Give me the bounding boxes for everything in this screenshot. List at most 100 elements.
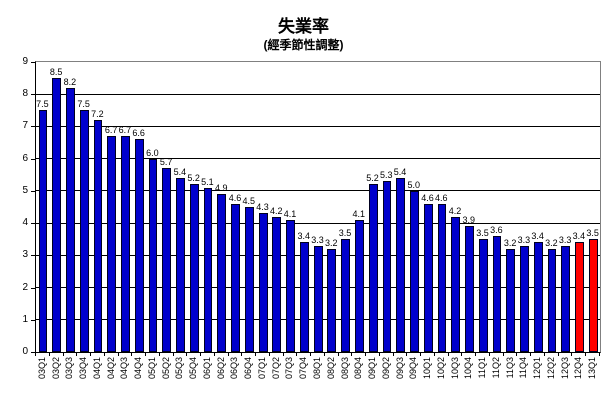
x-axis-tick bbox=[337, 352, 339, 356]
bar-value-label: 5.1 bbox=[201, 176, 214, 187]
x-axis-category-label: 09Q2 bbox=[380, 357, 391, 380]
x-axis-category-label: 11Q3 bbox=[504, 357, 515, 379]
bar-value-label: 4.6 bbox=[435, 192, 448, 203]
bar bbox=[396, 178, 406, 352]
x-axis-tick bbox=[420, 352, 422, 356]
x-axis-category-label: 06Q3 bbox=[229, 357, 240, 380]
bar bbox=[465, 226, 474, 352]
bar bbox=[547, 248, 557, 352]
bar bbox=[93, 120, 103, 352]
x-axis-category-label: 11Q2 bbox=[490, 357, 501, 379]
x-axis-category-label: 06Q1 bbox=[201, 357, 212, 380]
y-axis-tick bbox=[31, 126, 35, 128]
x-axis-category-label: 11Q4 bbox=[518, 357, 529, 379]
bar bbox=[52, 78, 62, 352]
bar-value-label: 6.6 bbox=[132, 128, 145, 139]
x-axis-category-label: 09Q4 bbox=[408, 357, 419, 380]
bar bbox=[231, 203, 240, 352]
bar bbox=[506, 248, 516, 352]
bar-value-label: 6.7 bbox=[118, 125, 132, 136]
y-axis-tick-label: 6 bbox=[22, 152, 28, 164]
y-axis-tick bbox=[31, 287, 35, 289]
x-axis-category-label: 06Q4 bbox=[243, 357, 254, 380]
x-axis-tick bbox=[392, 352, 394, 356]
bar-value-label: 3.4 bbox=[297, 231, 310, 242]
bar bbox=[451, 216, 461, 352]
bar bbox=[244, 207, 254, 352]
x-axis-tick bbox=[585, 352, 587, 356]
bar-value-label: 4.6 bbox=[228, 192, 242, 203]
x-axis-tick bbox=[296, 352, 298, 356]
y-axis-tick-label: 5 bbox=[22, 184, 28, 196]
x-axis-category-label: 03Q4 bbox=[78, 357, 89, 380]
bar bbox=[478, 239, 488, 352]
bar bbox=[561, 245, 571, 352]
bar-value-label: 7.2 bbox=[91, 109, 104, 119]
x-axis-tick bbox=[447, 352, 449, 356]
x-axis-category-label: 03Q1 bbox=[36, 357, 47, 380]
x-axis-tick bbox=[365, 352, 367, 356]
x-axis-tick bbox=[310, 352, 312, 356]
x-axis-category-label: 12Q1 bbox=[532, 357, 543, 380]
x-axis-tick bbox=[475, 352, 477, 356]
bar-value-label: 4.3 bbox=[256, 202, 269, 213]
bar-value-label: 3.2 bbox=[503, 237, 517, 248]
gridline bbox=[36, 158, 600, 160]
x-axis-tick bbox=[406, 352, 408, 356]
gridline bbox=[36, 190, 600, 192]
bar bbox=[189, 184, 199, 352]
bar-value-label: 5.0 bbox=[407, 179, 421, 190]
bar bbox=[299, 242, 309, 352]
x-axis-category-label: 04Q4 bbox=[133, 357, 144, 380]
x-axis-tick bbox=[227, 352, 229, 356]
bar bbox=[203, 187, 213, 352]
x-axis-category-label: 05Q3 bbox=[174, 357, 185, 380]
x-axis-tick bbox=[378, 352, 380, 356]
x-axis-category-label: 10Q4 bbox=[463, 357, 474, 380]
gridline bbox=[36, 93, 600, 95]
bar bbox=[382, 181, 392, 352]
x-axis-category-label: 09Q3 bbox=[394, 357, 405, 380]
x-axis-category-label: 05Q2 bbox=[160, 357, 171, 380]
x-axis-tick bbox=[213, 352, 215, 356]
bar bbox=[313, 245, 323, 352]
bar bbox=[148, 158, 158, 352]
x-axis-category-label: 07Q4 bbox=[298, 357, 309, 380]
bar-value-label: 3.4 bbox=[531, 231, 544, 242]
x-axis-category-label: 05Q4 bbox=[188, 357, 199, 380]
x-axis-tick bbox=[516, 352, 518, 356]
bar bbox=[286, 219, 296, 352]
x-axis-category-label: 07Q3 bbox=[284, 357, 295, 380]
bar bbox=[176, 178, 185, 352]
bar-value-label: 5.4 bbox=[393, 167, 407, 177]
bar-value-label: 8.2 bbox=[63, 76, 77, 87]
bar bbox=[79, 110, 89, 352]
bar bbox=[217, 194, 227, 352]
x-axis-category-label: 09Q1 bbox=[367, 357, 378, 380]
bar-value-label: 3.2 bbox=[324, 237, 338, 248]
chart-subtitle: (經季節性調整) bbox=[263, 38, 344, 52]
bar-value-label: 3.3 bbox=[311, 234, 324, 245]
x-axis-category-label: 08Q3 bbox=[339, 357, 350, 380]
bar bbox=[134, 139, 144, 352]
x-axis-category-label: 10Q1 bbox=[422, 357, 433, 380]
x-axis-category-label: 12Q2 bbox=[545, 357, 556, 380]
x-axis-tick bbox=[461, 352, 463, 356]
x-axis-tick bbox=[268, 352, 270, 356]
y-axis-tick-label: 8 bbox=[22, 88, 28, 100]
bar bbox=[368, 184, 378, 352]
x-axis-category-label: 12Q4 bbox=[573, 357, 584, 380]
bar-value-label: 5.2 bbox=[366, 173, 379, 184]
y-axis-tick bbox=[31, 319, 35, 321]
x-axis-category-label: 04Q2 bbox=[105, 357, 116, 380]
y-axis-tick-label: 3 bbox=[22, 249, 28, 261]
bar bbox=[533, 242, 543, 352]
bar-value-label: 4.2 bbox=[448, 205, 462, 216]
y-axis-tick-label: 0 bbox=[22, 346, 28, 357]
x-axis-tick bbox=[255, 352, 257, 356]
x-axis-category-label: 08Q4 bbox=[353, 357, 364, 380]
y-axis-tick bbox=[31, 94, 35, 96]
bar bbox=[258, 213, 268, 352]
bar-value-label: 4.1 bbox=[283, 208, 297, 219]
bar-value-label: 3.9 bbox=[462, 215, 476, 226]
